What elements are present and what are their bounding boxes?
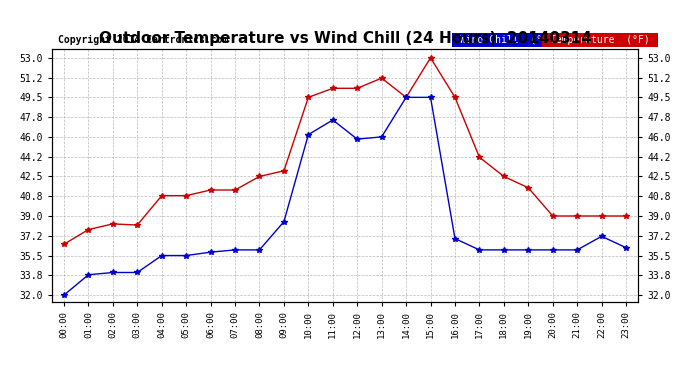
- Title: Outdoor Temperature vs Wind Chill (24 Hours)  20140314: Outdoor Temperature vs Wind Chill (24 Ho…: [99, 31, 591, 46]
- Text: Wind Chill  (°F): Wind Chill (°F): [453, 35, 560, 45]
- Text: Copyright 2014 Cartronics.com: Copyright 2014 Cartronics.com: [58, 35, 228, 45]
- Text: Temperature  (°F): Temperature (°F): [544, 35, 656, 45]
